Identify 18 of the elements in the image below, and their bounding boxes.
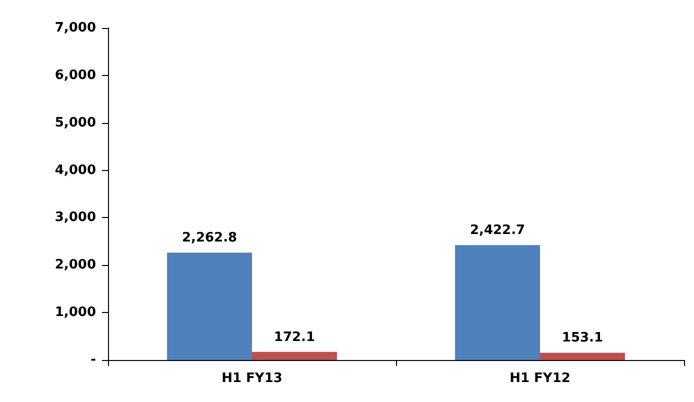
y-tick-label: 1,000	[54, 305, 96, 320]
x-tick-label: H1 FY13	[222, 371, 282, 386]
bar	[540, 352, 625, 360]
y-tick-label: 4,000	[54, 162, 96, 178]
y-tick-label: 6,000	[54, 68, 96, 83]
data-label: 2,422.7	[470, 223, 526, 238]
bar	[455, 245, 540, 360]
x-tick-label: H1 FY12	[510, 371, 570, 386]
bar	[167, 252, 252, 360]
data-label: 2,262.8	[182, 230, 238, 246]
y-tick-label: 5,000	[54, 115, 96, 130]
bar	[252, 352, 337, 360]
y-tick-label: -	[90, 352, 96, 368]
data-label: 172.1	[274, 330, 316, 345]
y-tick-label: 3,000	[54, 210, 96, 226]
data-label: 153.1	[562, 330, 604, 346]
y-tick-label: 2,000	[54, 258, 96, 273]
y-tick-label: 7,000	[54, 20, 96, 36]
